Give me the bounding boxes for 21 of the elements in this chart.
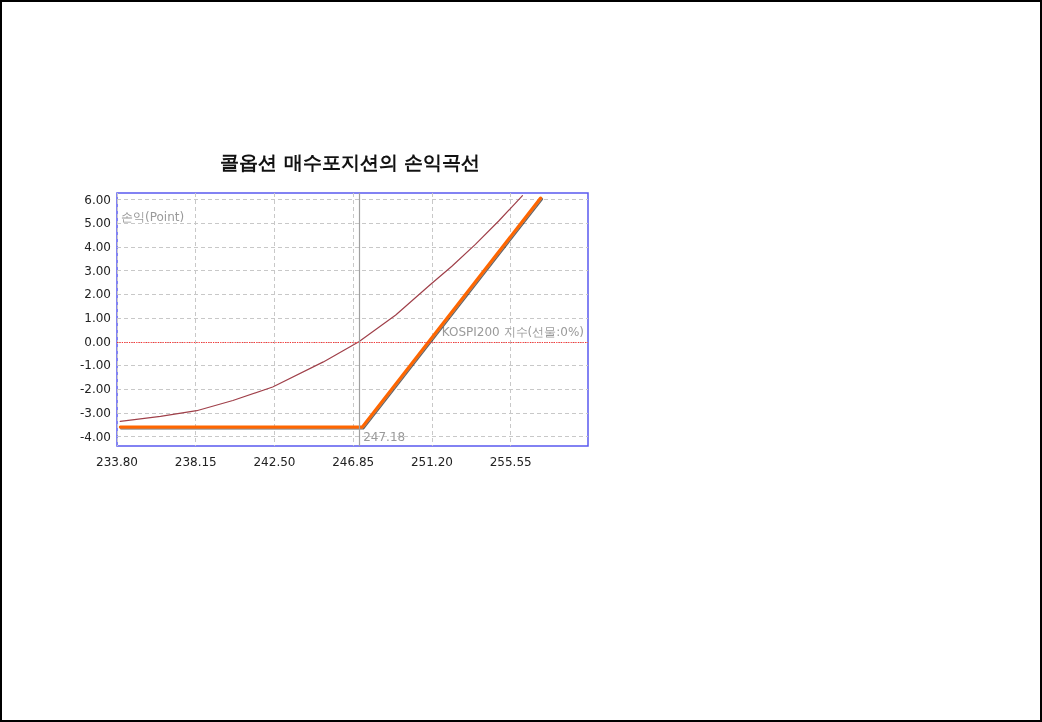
x-axis-title: KOSPI200 지수(선물:0%) bbox=[441, 324, 584, 339]
x-tick-label: 251.20 bbox=[410, 455, 453, 469]
y-tick-label: 3.00 bbox=[84, 263, 111, 278]
x-tick-label: 233.80 bbox=[96, 455, 138, 469]
y-tick-label: -3.00 bbox=[79, 405, 111, 420]
y-tick-label: -1.00 bbox=[79, 358, 111, 373]
y-tick-label: 5.00 bbox=[84, 216, 111, 231]
x-tick-label: 238.15 bbox=[174, 455, 217, 469]
y-tick-label: 6.00 bbox=[84, 192, 111, 207]
x-tick-label: 255.55 bbox=[489, 455, 532, 469]
y-tick-label: 2.00 bbox=[84, 287, 111, 302]
y-tick-label: 0.00 bbox=[84, 334, 111, 349]
y-axis-title: 손익(Point) bbox=[121, 210, 185, 224]
y-tick-label: 4.00 bbox=[84, 240, 111, 255]
x-tick-label: 242.50 bbox=[253, 455, 296, 469]
x-tick-label: 246.85 bbox=[332, 455, 375, 469]
y-tick-label: 1.00 bbox=[84, 311, 111, 326]
ref-line-label: 247.18 bbox=[363, 430, 406, 444]
y-tick-label: -2.00 bbox=[79, 382, 111, 397]
chart-title: 콜옵션 매수포지션의 손익곡선 bbox=[219, 150, 481, 173]
y-tick-label: -4.00 bbox=[79, 429, 111, 444]
